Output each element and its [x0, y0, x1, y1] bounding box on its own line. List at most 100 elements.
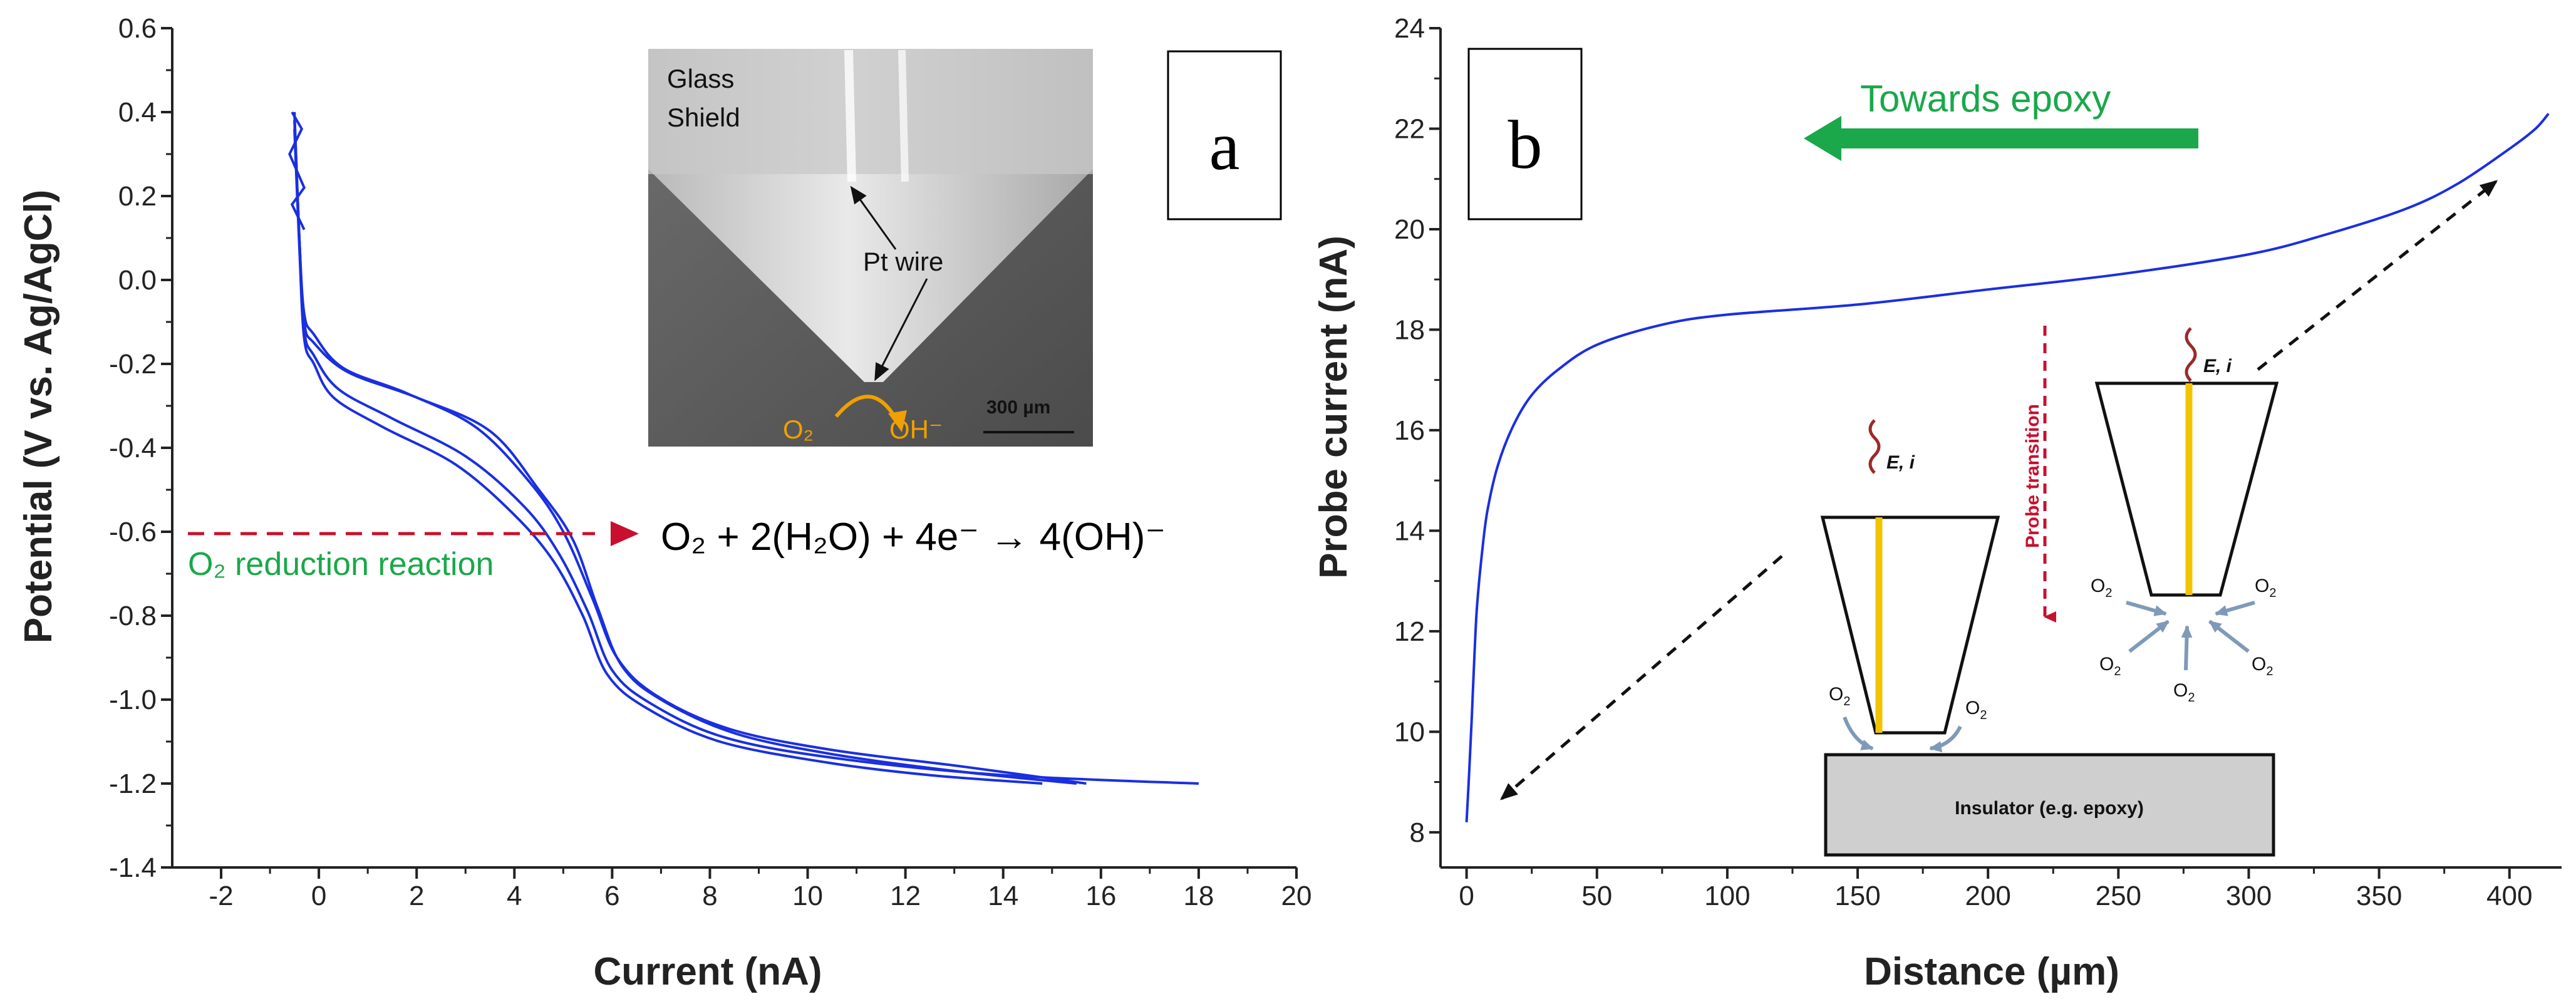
panel-a-x-tick-label: 20	[1281, 881, 1312, 911]
inset-glass-label: Glass	[667, 64, 734, 93]
panel-a-x-tick-label: 16	[1085, 881, 1116, 911]
panel-b-ticks: 0 50 100 150 200 250 300 350 400 8 10 12 14 16 18 20 22 2…	[1394, 13, 2532, 911]
towards-epoxy-arrow-shaft	[1838, 128, 2198, 148]
panel-b: 0 50 100 150 200 250 300 350 400 8 10 12 14 16 18 20 22 2…	[1312, 13, 2562, 993]
scale-bar-label: 300 µm	[986, 397, 1050, 418]
panel-b-y-tick-label: 14	[1394, 515, 1425, 546]
inset-o2-label: O₂	[783, 415, 814, 444]
panel-b-curves	[1465, 113, 2550, 822]
panel-a-y-tick-label: 0.4	[118, 97, 157, 128]
probe-near-insulator-schematic: E, i O2 O2 Insulator (e.g. epoxy)	[1820, 419, 2275, 857]
o2-to-oh-curved-arrow	[834, 395, 897, 420]
panel-a-x-tick-label: 10	[792, 881, 823, 911]
probe-near-o2-left: O2	[1829, 684, 1850, 708]
dashed-arrow-to-start	[1499, 555, 1783, 800]
panel-b-x-tick-label: 250	[2096, 881, 2141, 911]
panel-b-x-axis-label: Distance (µm)	[1864, 950, 2119, 993]
probe-transition-label: Probe transition	[2022, 404, 2043, 548]
probe-near-o2-right: O2	[1965, 698, 1987, 722]
panel-b-y-tick-label: 24	[1394, 13, 1425, 44]
probe-far-o2-3: O2	[2099, 654, 2121, 678]
panel-a-y-tick-label: -1.2	[109, 769, 157, 799]
panel-b-y-tick-label: 8	[1410, 817, 1425, 848]
probe-far-ei-label: E, i	[2203, 356, 2232, 376]
panel-a-letter: a	[1209, 108, 1240, 184]
panel-b-y-tick-label: 22	[1394, 113, 1425, 144]
panel-b-y-tick-label: 20	[1394, 214, 1425, 245]
o2-reduction-label: O₂ reduction reaction	[188, 546, 494, 582]
panel-b-x-tick-label: 0	[1459, 881, 1474, 911]
probe-far-wavy-lead	[2185, 327, 2197, 382]
o2-reduction-arrowhead	[611, 521, 639, 546]
probe-far-o2-arrow-5	[2208, 619, 2250, 653]
probe-far-o2-arrow-3	[2128, 619, 2170, 653]
panel-a-x-tick-label: 0	[311, 881, 326, 911]
reaction-equation: O₂ + 2(H₂O) + 4e⁻ → 4(OH)⁻	[661, 515, 1166, 559]
panel-b-x-tick-label: 350	[2356, 881, 2402, 911]
panel-a-curves	[288, 111, 1199, 785]
panel-a-y-axis-label: Potential (V vs. Ag/AgCl)	[17, 190, 60, 644]
panel-a-x-tick-label: 6	[604, 881, 619, 911]
panel-a-series-line-2	[293, 120, 1087, 785]
panel-b-letter: b	[1508, 106, 1543, 183]
panel-b-series-line-1	[1465, 113, 2550, 822]
panel-b-letter-box	[1467, 48, 1583, 220]
panel-a-y-tick-label: -0.4	[109, 433, 157, 463]
panel-a-ticks: -2 0 2 4 6 8 10 12 14 16 18 20 -1.4 -1.2 -1.0 -0.8 -0.6 -…	[109, 13, 1311, 911]
probe-far-o2-arrow-2	[2215, 601, 2255, 616]
panel-b-x-tick-label: 100	[1704, 881, 1750, 911]
probe-far-o2-1: O2	[2091, 576, 2112, 600]
panel-b-x-tick-label: 400	[2486, 881, 2532, 911]
probe-near-o2-arrow-right	[1929, 725, 1962, 753]
probe-far-o2-2: O2	[2255, 576, 2276, 600]
panel-a-y-tick-label: -0.2	[109, 349, 157, 380]
panel-a: -2 0 2 4 6 8 10 12 14 16 18 20 -1.4 -1.2 -1.0 -0.8 -0.6 -…	[17, 13, 1311, 993]
probe-photo-inset: Glass Shield Pt wire O₂ OH⁻ 300 µm	[648, 49, 1093, 447]
panel-b-axes	[1439, 28, 2562, 869]
panel-b-x-tick-label: 50	[1581, 881, 1612, 911]
panel-a-x-tick-label: 12	[890, 881, 921, 911]
probe-far-o2-5: O2	[2252, 654, 2273, 678]
panel-a-y-tick-label: 0.6	[118, 13, 157, 44]
panel-a-series-line-3	[293, 111, 1199, 785]
panel-a-x-tick-label: 8	[702, 881, 717, 911]
probe-near-wavy-lead	[1868, 419, 1881, 474]
panel-b-x-tick-label: 300	[2226, 881, 2272, 911]
panel-a-initial-noise	[288, 111, 306, 230]
panel-b-x-tick-label: 200	[1965, 881, 2010, 911]
panel-b-y-tick-label: 10	[1394, 717, 1425, 747]
pt-wire-reflection-2	[898, 49, 909, 182]
panel-b-y-tick-label: 16	[1394, 415, 1425, 446]
glass-shield-top	[648, 49, 1093, 174]
panel-b-y-axis-label: Probe current (nA)	[1312, 235, 1355, 579]
panel-a-letter-box	[1167, 50, 1282, 220]
inset-pt-wire-label: Pt wire	[863, 247, 943, 276]
panel-a-x-axis-label: Current (nA)	[593, 950, 822, 993]
inset-shield-label: Shield	[667, 103, 740, 132]
pt-wire-pointer-down	[874, 278, 928, 381]
panel-a-series-line-4	[293, 128, 1043, 785]
panel-a-y-tick-label: -1.4	[109, 852, 157, 883]
o2-to-oh-arrowhead	[888, 410, 907, 432]
panel-a-y-tick-label: 0.0	[118, 265, 157, 296]
insulator-label: Insulator (e.g. epoxy)	[1955, 798, 2144, 819]
panel-a-x-tick-label: -2	[209, 881, 233, 911]
pt-wire-pointer-up	[850, 185, 897, 250]
panel-a-x-tick-label: 14	[988, 881, 1018, 911]
panel-a-y-tick-label: -1.0	[109, 685, 157, 715]
panel-a-y-tick-label: -0.8	[109, 601, 157, 631]
probe-near-body	[1820, 515, 2000, 735]
panel-a-x-tick-label: 4	[507, 881, 522, 911]
probe-near-ei-label: E, i	[1886, 452, 1915, 473]
probe-near-o2-arrow-left	[1843, 716, 1874, 750]
towards-epoxy-arrowhead	[1804, 116, 1841, 161]
panel-a-y-tick-label: -0.6	[109, 517, 157, 547]
panel-b-y-tick-label: 12	[1394, 616, 1425, 647]
towards-epoxy-label: Towards epoxy	[1860, 78, 2111, 120]
probe-bulk-schematic: E, i O2 O2 O2 O2 O2	[2091, 327, 2279, 705]
panel-b-y-tick-label: 18	[1394, 314, 1425, 345]
dashed-arrow-to-end	[2257, 180, 2498, 371]
panel-a-y-tick-label: 0.2	[118, 181, 157, 212]
probe-far-o2-4: O2	[2173, 680, 2195, 705]
